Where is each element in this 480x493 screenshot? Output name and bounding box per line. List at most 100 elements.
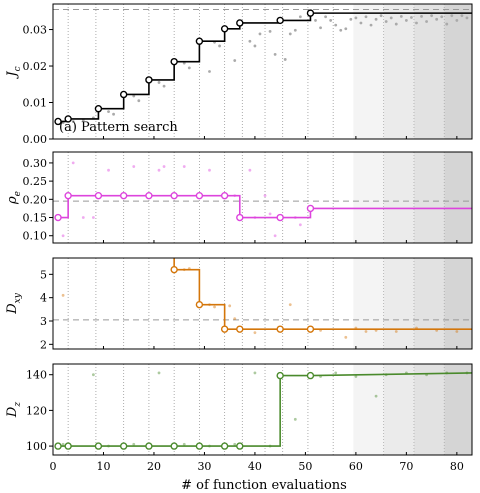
y-tick-label: 0.15: [23, 212, 48, 225]
y-tick-label: 0.10: [23, 230, 48, 243]
x-axis: 0 10 20 30 40 50 60 70 80: [50, 460, 464, 473]
trial-point: [233, 317, 237, 321]
x-tick-label: 40: [248, 460, 262, 473]
trial-point: [415, 21, 418, 25]
trial-point: [334, 23, 338, 27]
trial-point: [374, 17, 378, 21]
trial-point: [399, 15, 403, 18]
y-axis-label-main: D: [5, 303, 20, 315]
shaded-band: [353, 4, 384, 139]
trial-point: [228, 304, 232, 308]
trial-point: [248, 168, 252, 172]
trial-point: [293, 417, 297, 421]
y-tick-label: 0.01: [23, 97, 48, 110]
x-tick-label: 80: [450, 460, 464, 473]
panel-plot-area: [61, 258, 472, 339]
trial-point: [253, 331, 257, 335]
y-axis-label-sub: c: [13, 66, 23, 71]
y-axis-label-sub: xy: [13, 292, 23, 303]
y-axis-label-sub: z: [13, 402, 23, 408]
best-point-marker: [119, 90, 128, 99]
trial-point: [233, 442, 237, 446]
panels-root: 0.00 0.01 0.02 0.03 Jc (a) Pattern search 0.10…: [5, 3, 473, 456]
best-point-marker: [220, 442, 229, 450]
best-value-line: [58, 374, 311, 447]
trial-point: [465, 16, 469, 20]
trial-point: [132, 165, 136, 168]
trial-point: [157, 371, 161, 375]
y-tick-label: 0.20: [23, 193, 48, 206]
y-tick-label: 120: [26, 404, 47, 417]
panel-1: 0.00 0.01 0.02 0.03 Jc (a) Pattern search: [5, 3, 473, 146]
best-point-marker: [306, 325, 315, 333]
y-axis-label-main: J: [5, 71, 20, 80]
trial-point: [354, 375, 358, 378]
best-point-marker: [145, 442, 153, 450]
shaded-band: [383, 152, 414, 243]
panel-annotation: (a) Pattern search: [59, 120, 178, 135]
trial-point: [107, 110, 110, 114]
panel-frame: [52, 151, 473, 244]
best-point-marker: [94, 191, 103, 200]
best-point-marker: [220, 325, 229, 333]
trial-point: [208, 70, 211, 73]
trial-point: [233, 59, 237, 62]
panel-frame: [52, 363, 473, 456]
trial-point: [253, 44, 257, 48]
best-point-marker: [64, 442, 72, 450]
best-value-line: [173, 258, 472, 330]
trial-point: [374, 394, 378, 398]
best-point-marker: [170, 265, 178, 274]
shaded-band: [413, 364, 445, 455]
trial-point: [339, 28, 343, 32]
best-point-marker: [94, 105, 103, 113]
best-point-marker: [276, 213, 284, 222]
best-point-marker: [170, 57, 178, 66]
trial-point: [369, 23, 373, 27]
trial-point: [132, 442, 136, 446]
best-point-marker: [54, 117, 62, 126]
panel-frame: [52, 257, 473, 350]
trial-point: [298, 223, 302, 227]
panel-3: 2 3 4 5 Dxy: [5, 257, 473, 351]
trial-point: [258, 32, 262, 36]
trial-point: [112, 112, 115, 116]
y-tick-label: 100: [26, 440, 47, 453]
y-tick-label: 0.02: [23, 60, 48, 73]
best-point-marker: [119, 191, 128, 200]
trial-point: [404, 19, 408, 22]
y-axis-label-main: D: [5, 406, 20, 418]
y-tick-label: 2: [40, 338, 47, 351]
best-point-marker: [54, 442, 62, 450]
tail-line: [310, 372, 472, 377]
trial-point: [283, 58, 287, 61]
best-point-marker: [145, 76, 153, 84]
best-point-marker: [276, 16, 284, 25]
best-point-marker: [170, 442, 178, 450]
best-point-marker: [236, 325, 244, 333]
y-axis-label: Dz: [5, 402, 23, 418]
best-point-marker: [195, 442, 204, 450]
trial-point: [314, 19, 317, 22]
y-tick-label: 140: [26, 369, 47, 382]
trial-point: [91, 373, 95, 377]
y-axis-label-sub: e: [13, 191, 23, 196]
trial-point: [268, 212, 272, 216]
trial-point: [182, 165, 186, 168]
x-axis-label: # of function evaluations: [181, 478, 347, 493]
y-tick-label: 5: [40, 268, 47, 281]
trial-point: [349, 17, 353, 21]
y-tick-label: 4: [40, 292, 47, 305]
trial-point: [268, 29, 272, 33]
shaded-band: [353, 258, 384, 349]
best-point-marker: [220, 191, 229, 200]
trial-point: [319, 26, 322, 30]
best-point-marker: [306, 371, 315, 380]
panel-plot-area: [54, 371, 472, 450]
trial-point: [71, 161, 75, 165]
y-axis-label: Dxy: [5, 292, 23, 315]
trial-point: [288, 303, 292, 307]
trial-point: [208, 168, 211, 172]
trial-point: [425, 20, 428, 23]
panel-plot-area: [54, 161, 472, 238]
